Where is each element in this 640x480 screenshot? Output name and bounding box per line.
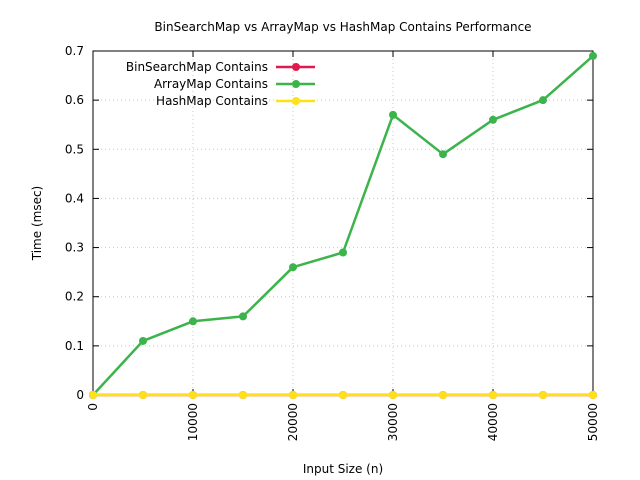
legend-swatch-marker [292, 80, 300, 88]
legend-entry: BinSearchMap Contains [126, 60, 315, 74]
data-point [439, 391, 447, 399]
y-axis-label: Time (msec) [30, 186, 44, 261]
legend-label: BinSearchMap Contains [126, 60, 268, 74]
data-point [489, 391, 497, 399]
y-tick-label: 0.1 [65, 339, 84, 353]
grid [93, 51, 593, 395]
data-point [189, 317, 197, 326]
legend-entry: ArrayMap Contains [154, 77, 315, 91]
x-tick-label: 30000 [386, 403, 400, 441]
data-point [539, 391, 547, 399]
data-point [289, 263, 297, 272]
y-tick-label: 0.7 [65, 44, 84, 58]
data-point [239, 312, 247, 321]
x-tick-label: 0 [86, 403, 100, 411]
legend-label: ArrayMap Contains [154, 77, 268, 91]
y-tick-label: 0 [76, 388, 84, 402]
data-point [139, 336, 147, 345]
data-point [389, 391, 397, 399]
chart-title: BinSearchMap vs ArrayMap vs HashMap Cont… [154, 20, 531, 34]
series-hashmap-contains [89, 391, 597, 399]
legend-swatch-marker [292, 63, 300, 71]
y-tick-label: 0.4 [65, 191, 84, 205]
data-point [139, 391, 147, 399]
data-point [489, 115, 497, 124]
data-point [289, 391, 297, 399]
data-point [589, 391, 597, 399]
series-layer [89, 51, 597, 399]
y-tick-label: 0.5 [65, 142, 84, 156]
data-point [339, 391, 347, 399]
legend: BinSearchMap Contains ArrayMap Contains Ha… [126, 60, 315, 108]
data-point [89, 391, 97, 399]
data-point [439, 150, 447, 159]
x-tick-label: 20000 [286, 403, 300, 441]
y-tick-label: 0.3 [65, 241, 84, 255]
legend-entry: HashMap Contains [156, 94, 315, 108]
legend-swatch-marker [292, 97, 300, 105]
y-tick-label: 0.2 [65, 290, 84, 304]
data-point [539, 96, 547, 105]
data-point [339, 248, 347, 257]
x-tick-label: 10000 [186, 403, 200, 441]
data-point [389, 110, 397, 119]
x-tick-label: 40000 [486, 403, 500, 441]
data-point [239, 391, 247, 399]
x-axis-label: Input Size (n) [303, 462, 383, 476]
x-tick-label: 50000 [586, 403, 600, 441]
data-point [189, 391, 197, 399]
axis-ticks: 0 0.1 0.2 0.3 0.4 0.5 0.6 0.7 0 10000 20000 30000 40… [65, 44, 600, 441]
y-tick-label: 0.6 [65, 93, 84, 107]
data-point [589, 51, 597, 60]
legend-label: HashMap Contains [156, 94, 268, 108]
